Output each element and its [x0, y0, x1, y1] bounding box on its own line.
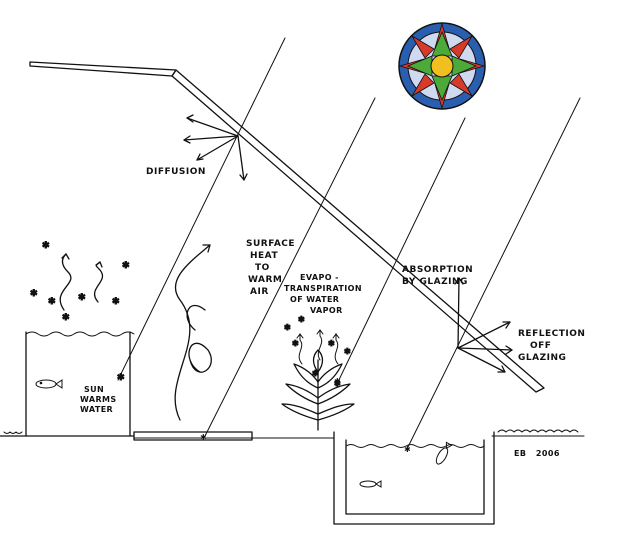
- floor-slab: [133, 431, 253, 441]
- sun-warms-label: SUN WARMS WATER: [80, 385, 117, 414]
- sun-ray-2: [204, 97, 376, 437]
- roof-flat-segment: [29, 61, 177, 77]
- svg-text:VAPOR: VAPOR: [310, 306, 343, 315]
- tank-vapor: [59, 253, 103, 311]
- svg-text:✱: ✱: [334, 379, 341, 388]
- vapor-swirl-2: [94, 261, 103, 303]
- svg-text:✱: ✱: [112, 297, 120, 307]
- svg-text:GLAZING: GLAZING: [518, 353, 566, 363]
- svg-text:✱: ✱: [328, 339, 335, 348]
- pond-inner-wall: [345, 439, 485, 515]
- svg-text:✱: ✱: [117, 373, 125, 383]
- svg-text:✱: ✱: [292, 339, 299, 348]
- svg-text:✱: ✱: [78, 293, 86, 303]
- svg-text:✱: ✱: [344, 347, 351, 356]
- heat-swirl-2: [188, 342, 212, 373]
- plant-ray-star-icon: ✱: [334, 377, 341, 386]
- glazing-roof: [29, 61, 545, 393]
- svg-text:✱: ✱: [30, 289, 38, 299]
- absorption-label: ABSORPTION BY GLAZING: [402, 265, 473, 287]
- svg-text:✱: ✱: [122, 261, 130, 271]
- surface-heat-label: SURFACE HEAT TO WARM AIR: [246, 239, 295, 297]
- pond: [333, 431, 495, 525]
- svg-text:✱: ✱: [284, 323, 291, 332]
- sun-ray-4: [407, 97, 581, 448]
- plant-icon: [281, 349, 355, 431]
- vapor-swirl-1: [59, 253, 72, 311]
- svg-text:HEAT: HEAT: [250, 251, 278, 261]
- svg-text:EVAPO -: EVAPO -: [300, 273, 339, 282]
- fish-icon: [35, 379, 63, 389]
- svg-text:✱: ✱: [312, 369, 319, 378]
- warm-air-swirls: [174, 244, 212, 421]
- pond-fish-2-icon: [435, 441, 453, 465]
- star-icons-left: ✱ ✱ ✱ ✱ ✱ ✱ ✱ ✱: [30, 241, 131, 384]
- svg-text:SURFACE: SURFACE: [246, 239, 295, 249]
- sun-ray-3: [335, 117, 466, 387]
- svg-text:WATER: WATER: [80, 405, 113, 414]
- sun-rays: [117, 37, 581, 448]
- svg-text:WARM: WARM: [248, 275, 282, 285]
- svg-text:AIR: AIR: [250, 287, 269, 297]
- water-tank: [25, 331, 135, 437]
- pond-outer-wall: [333, 431, 495, 525]
- sun-icon: [398, 22, 486, 110]
- svg-text:BY GLAZING: BY GLAZING: [402, 277, 468, 287]
- svg-text:OFF: OFF: [530, 341, 551, 351]
- floor-ray-star-icon: ✱: [200, 433, 207, 442]
- signature: EB 2006: [514, 449, 560, 458]
- pond-fish-1-icon: [359, 480, 382, 488]
- svg-text:REFLECTION: REFLECTION: [518, 329, 585, 339]
- diffusion-label: DIFFUSION: [146, 167, 206, 177]
- svg-text:SUN: SUN: [84, 385, 104, 394]
- tank-water-surface: [25, 331, 135, 337]
- svg-text:ABSORPTION: ABSORPTION: [402, 265, 473, 275]
- heat-swirl-3: [186, 304, 206, 331]
- svg-text:✱: ✱: [62, 313, 70, 323]
- svg-text:✱: ✱: [48, 297, 56, 307]
- svg-text:✱: ✱: [298, 315, 305, 324]
- pond-star-icon: ✱: [404, 445, 411, 454]
- sun-ray-1: [117, 37, 286, 381]
- svg-text:TRANSPIRATION: TRANSPIRATION: [284, 284, 362, 293]
- glazing-panel: [171, 69, 545, 393]
- tank-walls: [25, 331, 131, 437]
- diffusion-arrows: [183, 114, 248, 181]
- plant-vapor: ✱ ✱ ✱ ✱ ✱ ✱ ✱: [284, 315, 352, 389]
- reflection-label: REFLECTION OFF GLAZING: [518, 329, 585, 363]
- ground: [0, 429, 585, 441]
- pond-water-surface: [345, 444, 485, 448]
- svg-text:TO: TO: [255, 263, 270, 273]
- svg-text:WARMS: WARMS: [80, 395, 117, 404]
- heat-swirl-1: [174, 244, 211, 421]
- evapo-label: EVAPO - TRANSPIRATION OF WATER VAPOR: [284, 273, 362, 315]
- svg-text:✱: ✱: [42, 241, 50, 251]
- svg-text:OF WATER: OF WATER: [290, 295, 339, 304]
- reflection-arrows: [454, 277, 513, 373]
